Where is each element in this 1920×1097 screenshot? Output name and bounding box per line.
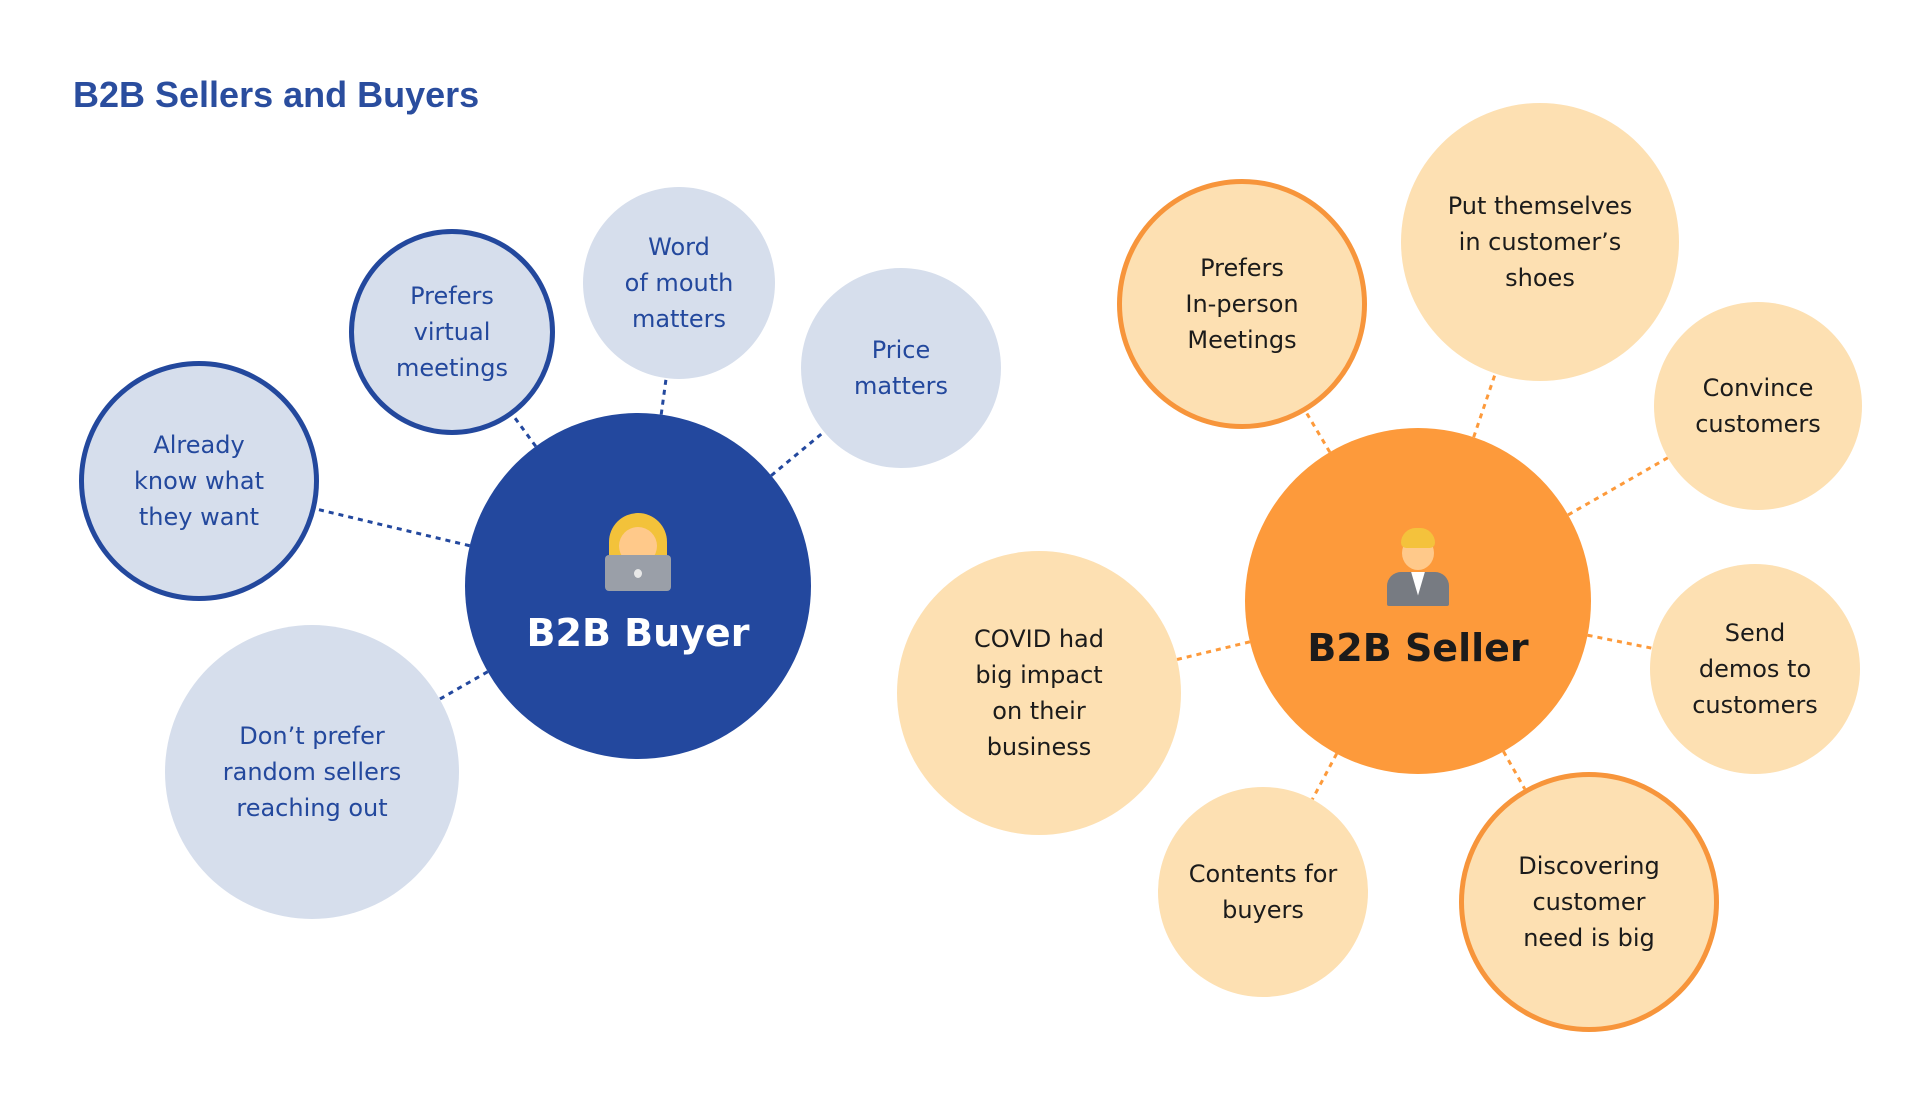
connector-line-seller-5 <box>1311 752 1338 801</box>
person-with-laptop-icon <box>601 511 675 591</box>
connector-line-buyer-2 <box>770 430 825 477</box>
page-title: B2B Sellers and Buyers <box>73 74 480 115</box>
buyer-node-text: Prefers virtual meetings <box>396 282 508 382</box>
buyer-node-text: Don’t prefer random sellers reaching out <box>222 722 402 822</box>
buyer-hub-label: B2B Buyer <box>526 610 750 655</box>
seller-hub: B2B Seller <box>1245 428 1591 774</box>
buyer-node-virtual-meetings: Prefers virtual meetings <box>349 229 555 435</box>
seller-node-customers-shoes: Put themselves in customer’s shoes <box>1401 103 1679 381</box>
seller-node-convince-customers: Convince customers <box>1654 302 1862 510</box>
seller-node-covid-impact: COVID had big impact on their business <box>897 551 1181 835</box>
connector-line-buyer-3 <box>315 507 471 548</box>
connector-line-buyer-0 <box>511 414 537 448</box>
buyer-node-price: Price matters <box>801 268 1001 468</box>
seller-node-text: Prefers In-person Meetings <box>1185 254 1299 354</box>
connector-line-seller-6 <box>1176 640 1251 661</box>
connector-line-seller-4 <box>1502 750 1527 790</box>
buyer-node-random-sellers: Don’t prefer random sellers reaching out <box>165 625 459 919</box>
seller-node-contents-for-buyers: Contents for buyers <box>1158 787 1368 997</box>
seller-hub-label: B2B Seller <box>1307 625 1529 670</box>
connector-line-seller-0 <box>1304 410 1332 453</box>
buyer-node-text: Already know what they want <box>133 431 264 531</box>
connector-line-seller-3 <box>1587 633 1653 650</box>
seller-node-text: Contents for buyers <box>1188 860 1338 924</box>
person-in-suit-icon <box>1381 526 1455 606</box>
buyer-node-text: Price matters <box>853 336 949 400</box>
seller-node-text: Put themselves in customer’s shoes <box>1447 192 1633 292</box>
seller-node-send-demos: Send demos to customers <box>1650 564 1860 774</box>
connector-line-seller-2 <box>1567 456 1669 517</box>
seller-node-text: Convince customers <box>1695 374 1821 438</box>
connector-line-buyer-1 <box>659 377 668 415</box>
connector-line-seller-1 <box>1472 373 1497 438</box>
seller-node-discovering-need: Discovering customer need is big <box>1459 772 1719 1032</box>
seller-node-text: Send demos to customers <box>1692 619 1818 719</box>
seller-node-text: COVID had big impact on their business <box>974 625 1104 761</box>
buyer-node-word-of-mouth: Word of mouth matters <box>583 187 775 379</box>
buyer-hub: B2B Buyer <box>465 413 811 759</box>
seller-node-text: Discovering customer need is big <box>1518 852 1660 952</box>
buyer-node-text: Word of mouth matters <box>624 233 734 333</box>
connector-line-buyer-4 <box>438 670 489 701</box>
seller-node-in-person-meetings: Prefers In-person Meetings <box>1117 179 1367 429</box>
buyer-node-know-what-they-want: Already know what they want <box>79 361 319 601</box>
